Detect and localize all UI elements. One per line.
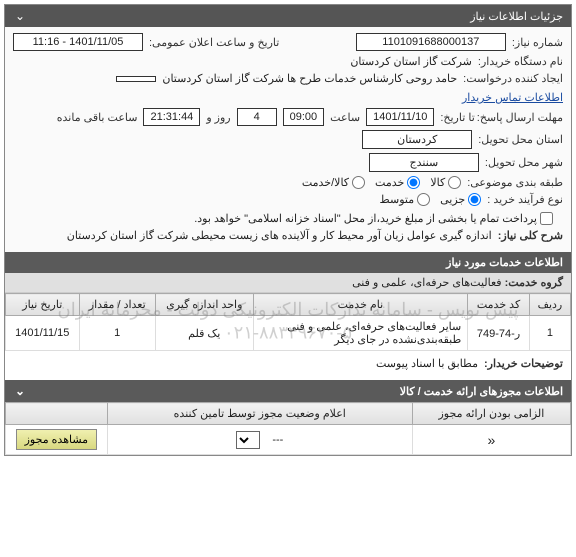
deadline-date: 1401/11/10 xyxy=(366,108,434,126)
permits-table: الزامی بودن ارائه مجوز اعلام وضعیت مجوز … xyxy=(5,402,571,455)
cell-idx: 1 xyxy=(529,316,570,351)
cell-date: 1401/11/15 xyxy=(6,316,80,351)
cat-both-radio[interactable]: کالا/خدمت xyxy=(302,176,365,189)
service-group-value: فعالیت‌های حرفه‌ای، علمی و فنی xyxy=(352,277,501,289)
permits-collapse-icon[interactable]: ⌄ xyxy=(13,384,27,398)
permits-col-mandatory: الزامی بودن ارائه مجوز xyxy=(412,403,570,425)
services-table: ردیف کد خدمت نام خدمت واحد اندازه گیری ت… xyxy=(5,293,571,351)
city-value: سنندج xyxy=(369,153,479,172)
remain-label: ساعت باقی مانده xyxy=(57,111,138,124)
contact-spacer xyxy=(116,76,156,82)
col-code: کد خدمت xyxy=(468,294,530,316)
buyer-org-label: نام دستگاه خریدار: xyxy=(478,55,563,68)
panel-title: جزئیات اطلاعات نیاز xyxy=(470,10,563,23)
until-label: تا تاریخ: xyxy=(440,111,474,124)
view-permit-button[interactable]: مشاهده مجوز xyxy=(16,429,97,450)
desc-value: اندازه گیری عوامل زیان آور محیط کار و آل… xyxy=(13,229,492,242)
col-unit: واحد اندازه گیری xyxy=(155,294,253,316)
province-value: کردستان xyxy=(362,130,472,149)
buyer-org-value: شرکت گاز استان کردستان xyxy=(350,55,472,68)
need-details-panel: جزئیات اطلاعات نیاز ⌄ شماره نیاز: 110109… xyxy=(4,4,572,456)
province-label: استان محل تحویل: xyxy=(478,133,563,146)
proc-partial-radio[interactable]: جزیی xyxy=(440,193,481,206)
announce-value: 1401/11/05 - 11:16 xyxy=(13,33,143,51)
category-label: طبقه بندی موضوعی: xyxy=(467,176,563,189)
cell-qty: 1 xyxy=(79,316,155,351)
panel-header: جزئیات اطلاعات نیاز ⌄ xyxy=(5,5,571,27)
deadline-label: مهلت ارسال پاسخ: xyxy=(477,111,563,124)
hours-left: 21:31:44 xyxy=(143,108,200,126)
collapse-icon[interactable]: ⌄ xyxy=(13,9,27,23)
city-label: شهر محل تحویل: xyxy=(485,156,563,169)
requester-label: ایجاد کننده درخواست: xyxy=(463,72,563,85)
service-group-bar: گروه خدمت: فعالیت‌های حرفه‌ای، علمی و فن… xyxy=(5,273,571,293)
time-label-1: ساعت xyxy=(330,111,360,124)
cat-service-label: خدمت xyxy=(375,176,404,189)
cat-goods-label: کالا xyxy=(430,176,445,189)
col-row: ردیف xyxy=(529,294,570,316)
permits-header: اطلاعات مجوزهای ارائه خدمت / کالا ⌄ xyxy=(5,380,571,402)
cell-unit: یک قلم xyxy=(155,316,253,351)
service-group-label: گروه خدمت: xyxy=(505,277,563,289)
category-radios: کالا خدمت کالا/خدمت xyxy=(302,176,461,189)
cell-name: سایر فعالیت‌های حرفه‌ای، علمی و فنی طبقه… xyxy=(253,316,468,351)
days-label: روز و xyxy=(206,111,230,124)
chevron-icon[interactable]: « xyxy=(488,432,496,448)
buyer-note-value: مطابق با اسناد پیوست xyxy=(376,357,478,370)
requester-value: حامد روحی کارشناس خدمات طرح ها شرکت گاز … xyxy=(162,72,457,85)
days-left: 4 xyxy=(237,108,277,126)
cat-both-label: کالا/خدمت xyxy=(302,176,349,189)
process-radios: جزیی متوسط xyxy=(380,193,482,206)
col-name: نام خدمت xyxy=(253,294,468,316)
deadline-time: 09:00 xyxy=(283,108,325,126)
process-label: نوع فرآیند خرید : xyxy=(487,193,563,206)
col-date: تاریخ نیاز xyxy=(6,294,80,316)
payment-checkbox[interactable]: پرداخت تمام یا بخشی از مبلغ خرید،از محل … xyxy=(194,212,553,225)
panel-body: شماره نیاز: 1101091688000137 تاریخ و ساع… xyxy=(5,27,571,252)
buyer-contact-link[interactable]: اطلاعات تماس خریدار xyxy=(462,91,563,104)
payment-note: پرداخت تمام یا بخشی از مبلغ خرید،از محل … xyxy=(194,212,537,225)
need-no-value: 1101091688000137 xyxy=(356,33,506,51)
announce-label: تاریخ و ساعت اعلان عمومی: xyxy=(149,36,279,49)
status-placeholder: --- xyxy=(272,434,283,446)
col-qty: تعداد / مقدار xyxy=(79,294,155,316)
cell-code: ر-74-749 xyxy=(468,316,530,351)
cat-goods-radio[interactable]: کالا xyxy=(430,176,461,189)
proc-medium-radio[interactable]: متوسط xyxy=(380,193,431,206)
permits-col-status: اعلام وضعیت مجوز توسط تامین کننده xyxy=(107,403,412,425)
permits-title: اطلاعات مجوزهای ارائه خدمت / کالا xyxy=(400,385,563,398)
proc-partial-label: جزیی xyxy=(440,193,465,206)
services-header: اطلاعات خدمات مورد نیاز xyxy=(5,252,571,273)
desc-label: شرح کلی نیاز: xyxy=(498,229,563,242)
status-select[interactable] xyxy=(236,431,260,449)
permits-row: « --- مشاهده مجوز xyxy=(6,425,571,455)
services-table-wrap: ردیف کد خدمت نام خدمت واحد اندازه گیری ت… xyxy=(5,293,571,351)
table-row: 1 ر-74-749 سایر فعالیت‌های حرفه‌ای، علمی… xyxy=(6,316,571,351)
cat-service-radio[interactable]: خدمت xyxy=(375,176,420,189)
need-no-label: شماره نیاز: xyxy=(512,36,563,49)
buyer-note-label: توضیحات خریدار: xyxy=(484,357,563,370)
proc-medium-label: متوسط xyxy=(380,193,415,206)
